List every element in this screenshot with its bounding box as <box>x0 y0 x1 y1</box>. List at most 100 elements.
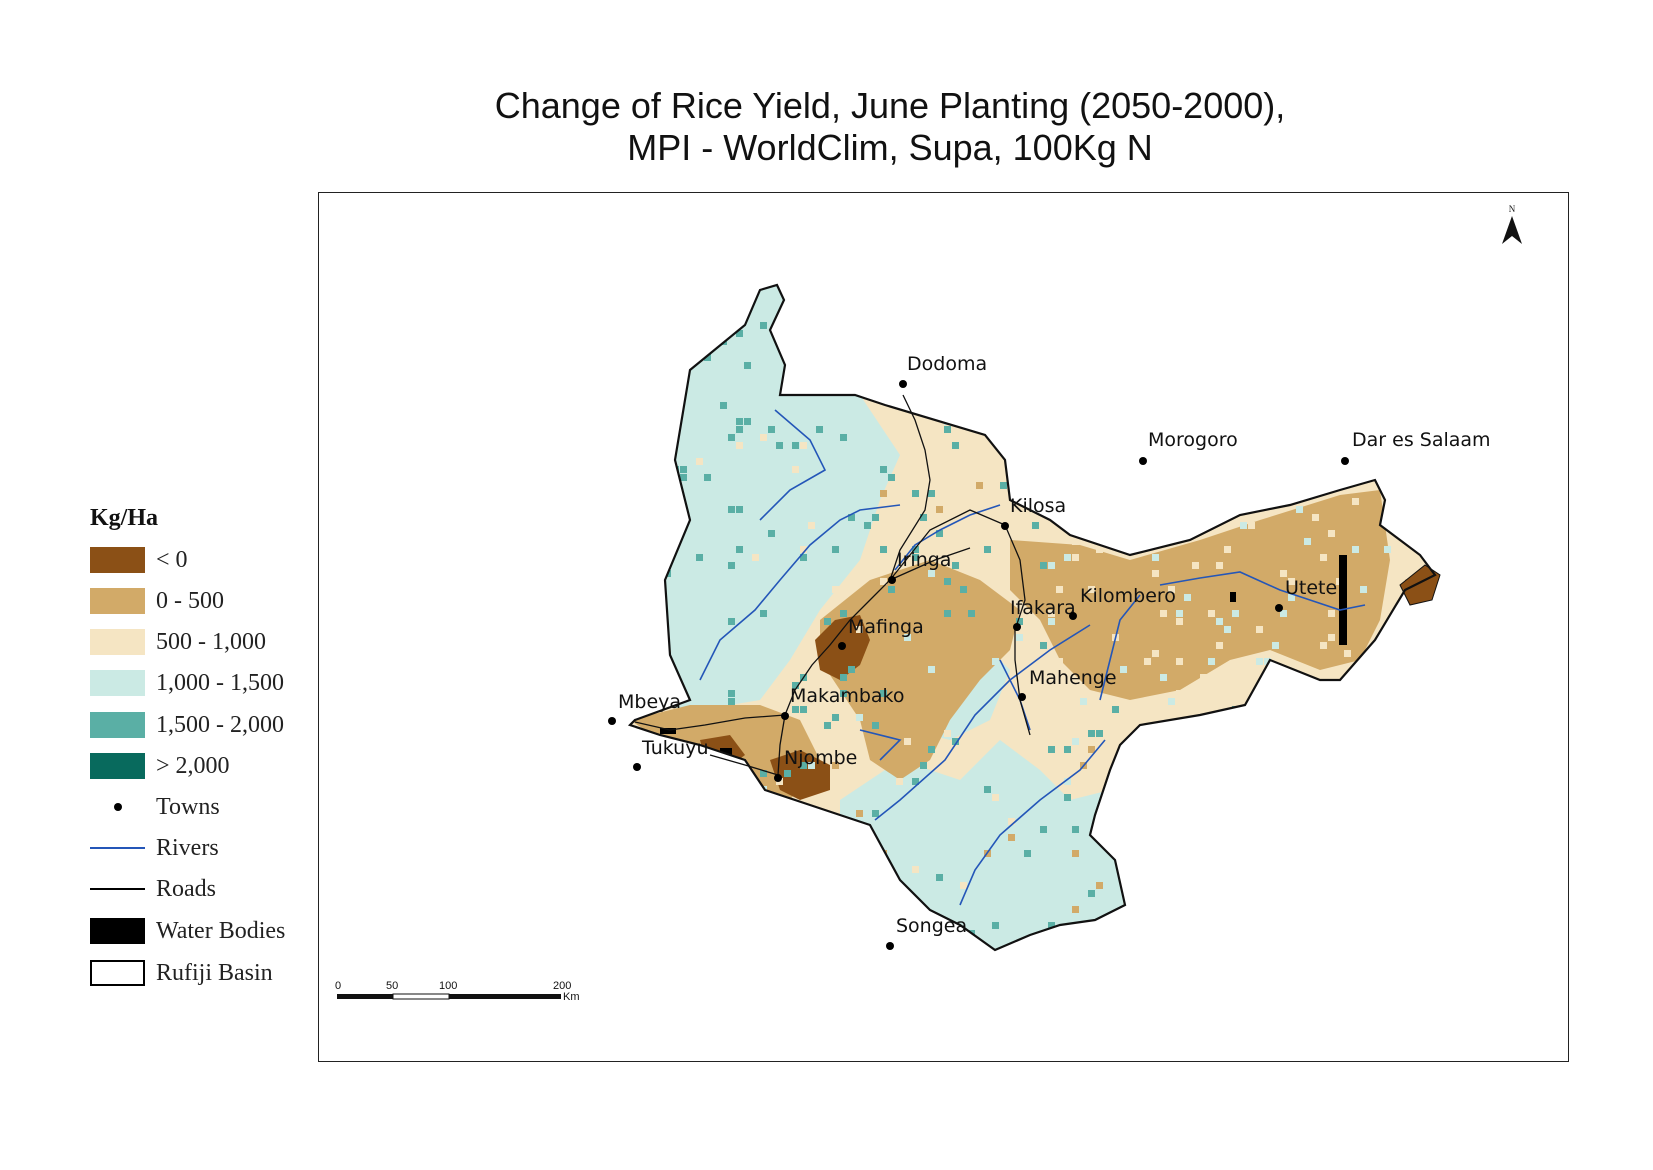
raster-pixel <box>640 890 647 897</box>
raster-pixel <box>936 530 943 537</box>
raster-pixel <box>1368 850 1375 857</box>
raster-pixel <box>1424 818 1431 825</box>
legend-item: > 2,000 <box>90 751 320 781</box>
raster-pixel <box>1432 338 1435 345</box>
raster-pixel <box>1184 874 1191 881</box>
legend-label: < 0 <box>156 547 188 573</box>
legend-line-swatch <box>90 888 145 890</box>
scale-tick-200: 200 <box>553 980 571 992</box>
town-label-iringa: Iringa <box>897 549 951 571</box>
town-marker-mafinga <box>838 642 846 650</box>
road-dodoma-iringa <box>889 394 931 581</box>
raster-pixel <box>656 442 663 449</box>
raster-pixel <box>720 402 727 409</box>
raster-pixel <box>640 434 647 441</box>
raster-pixel <box>1168 586 1175 593</box>
raster-pixel <box>832 586 839 593</box>
raster-pixel <box>1160 306 1167 313</box>
raster-pixel <box>1064 370 1071 377</box>
raster-pixel <box>1400 306 1407 313</box>
raster-pixel <box>1336 362 1343 369</box>
raster-pixel <box>1144 858 1151 865</box>
raster-pixel <box>1176 690 1183 697</box>
raster-pixel <box>800 554 807 561</box>
raster-pixel <box>1280 610 1287 617</box>
raster-pixel <box>1248 338 1255 345</box>
raster-pixel <box>1168 762 1175 769</box>
raster-pixel <box>1304 538 1311 545</box>
raster-pixel <box>1312 738 1319 745</box>
raster-pixel <box>720 314 727 321</box>
raster-pixel <box>1240 522 1247 529</box>
raster-pixel <box>1328 530 1335 537</box>
raster-pixel <box>1048 562 1055 569</box>
raster-pixel <box>1336 466 1343 473</box>
raster-pixel <box>1080 378 1087 385</box>
raster-pixel <box>1400 330 1407 337</box>
raster-pixel <box>1216 642 1223 649</box>
raster-pixel <box>872 722 879 729</box>
raster-pixel <box>1056 322 1063 329</box>
raster-pixel <box>912 554 919 561</box>
raster-pixel <box>1288 482 1295 489</box>
raster-pixel <box>1272 738 1279 745</box>
raster-pixel <box>1152 826 1159 833</box>
raster-pixel <box>984 546 991 553</box>
raster-pixel <box>816 426 823 433</box>
raster-pixel <box>864 522 871 529</box>
raster-pixel <box>1136 818 1143 825</box>
raster-pixel <box>744 362 751 369</box>
raster-pixel <box>728 890 735 897</box>
town-marker-tukuyu <box>633 763 641 771</box>
raster-pixel <box>1264 330 1271 337</box>
raster-pixel <box>1040 642 1047 649</box>
raster-pixel <box>1368 322 1375 329</box>
raster-pixel <box>888 706 895 713</box>
raster-pixel <box>1208 778 1215 785</box>
raster-pixel <box>1416 738 1423 745</box>
raster-pixel <box>872 514 879 521</box>
raster-pixel <box>1392 746 1399 753</box>
raster-pixel <box>1344 722 1351 729</box>
raster-pixel <box>1128 330 1135 337</box>
raster-pixel <box>952 562 959 569</box>
raster-pixel <box>1320 722 1327 729</box>
raster-pixel <box>648 314 655 321</box>
raster-pixel <box>1112 354 1119 361</box>
raster-pixel <box>664 930 671 937</box>
raster-pixel <box>1280 354 1287 361</box>
raster-pixel <box>880 578 887 585</box>
raster-pixel <box>792 298 799 305</box>
raster-pixel <box>656 674 663 681</box>
raster-pixel <box>728 690 735 697</box>
raster-pixel <box>1416 362 1423 369</box>
legend-label: Rufiji Basin <box>156 960 273 986</box>
town-marker-utete <box>1275 604 1283 612</box>
raster-pixel <box>1288 698 1295 705</box>
raster-pixel <box>1056 658 1063 665</box>
raster-pixel <box>928 746 935 753</box>
legend-label: 1,500 - 2,000 <box>156 712 284 738</box>
raster-pixel <box>1352 498 1359 505</box>
raster-pixel <box>1424 506 1431 513</box>
raster-pixel <box>640 834 647 841</box>
raster-pixel <box>648 938 655 945</box>
legend-swatch <box>90 712 145 738</box>
raster-pixel <box>1136 770 1143 777</box>
scale-bar-seg-2 <box>392 993 450 1000</box>
raster-pixel <box>968 610 975 617</box>
raster-pixel <box>1360 322 1367 329</box>
raster-pixel <box>1240 362 1247 369</box>
raster-pixel <box>1400 314 1407 321</box>
raster-pixel <box>800 706 807 713</box>
raster-pixel <box>736 442 743 449</box>
raster-pixel <box>1256 730 1263 737</box>
legend-label: Roads <box>156 876 216 902</box>
raster-pixel <box>840 434 847 441</box>
raster-pixel <box>832 714 839 721</box>
raster-pixel <box>1120 762 1127 769</box>
raster-pixel <box>688 834 695 841</box>
raster-pixel <box>752 554 759 561</box>
raster-pixel <box>912 490 919 497</box>
raster-pixel <box>728 306 735 313</box>
